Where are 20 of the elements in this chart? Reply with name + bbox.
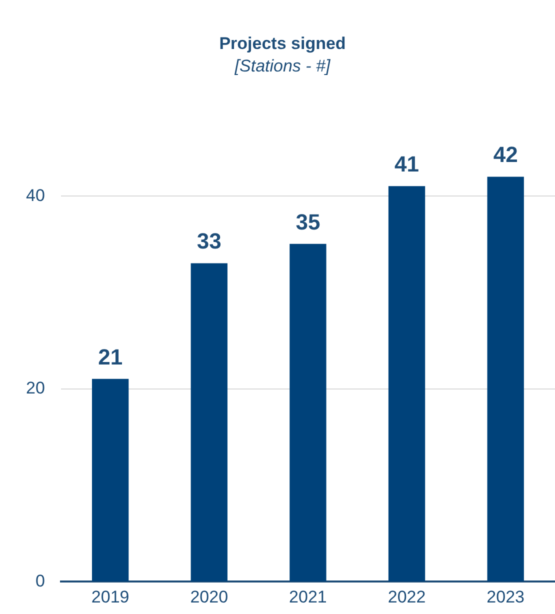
bar <box>388 186 426 582</box>
x-tick-label: 2021 <box>289 587 327 606</box>
bar <box>190 263 228 582</box>
chart-subtitle: [Stations - #] <box>234 56 332 76</box>
data-label: 42 <box>493 142 518 167</box>
data-label: 21 <box>98 344 123 370</box>
data-label: 41 <box>394 152 420 176</box>
chart-title: Projects signed <box>219 34 346 53</box>
bar <box>290 244 326 582</box>
bar <box>92 378 129 582</box>
x-tick-label: 2020 <box>190 587 228 606</box>
x-tick-label: 2019 <box>91 587 130 606</box>
y-tick-label: 0 <box>35 571 45 590</box>
y-tick-label: 20 <box>26 378 45 398</box>
x-tick-label: 2023 <box>486 587 525 606</box>
data-label: 33 <box>196 228 222 254</box>
x-tick-label: 2022 <box>388 587 426 606</box>
bar <box>487 176 524 582</box>
y-tick-label: 40 <box>26 186 45 205</box>
data-label: 35 <box>296 209 320 234</box>
